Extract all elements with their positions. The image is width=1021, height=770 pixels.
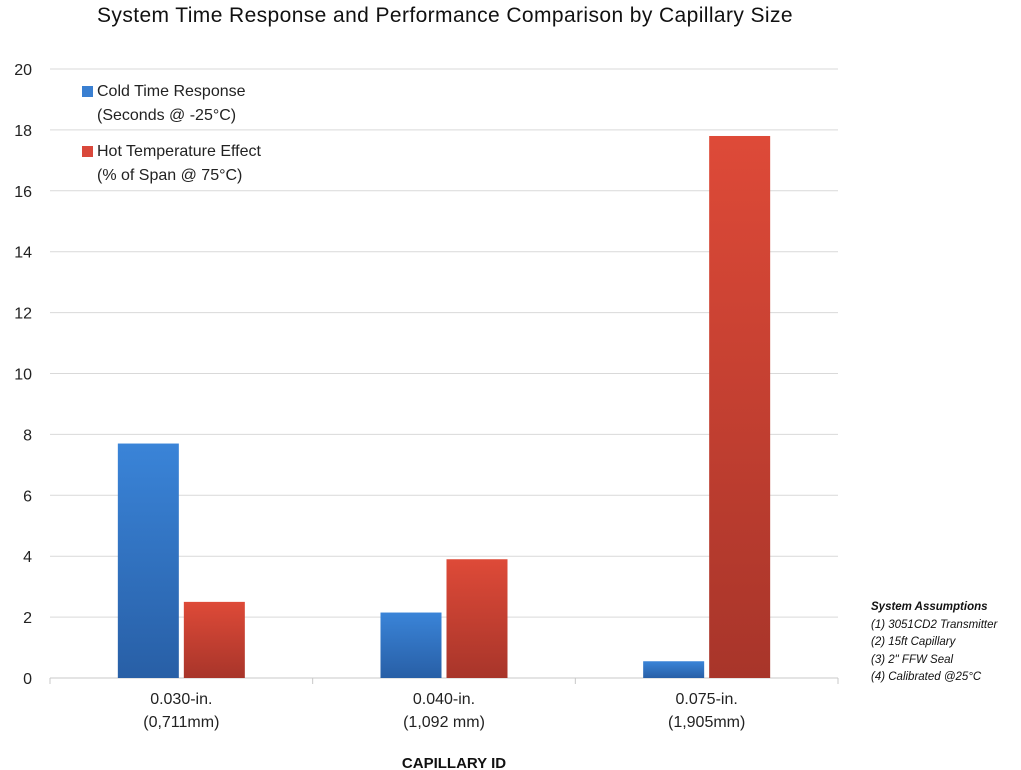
system-assumptions-note: System Assumptions (1) 3051CD2 Transmitt… xyxy=(871,599,997,687)
bar-cold-time-response xyxy=(117,443,179,678)
legend-label: Cold Time Response xyxy=(97,83,246,100)
legend-label: (% of Span @ 75°C) xyxy=(97,167,242,184)
x-tick-label: (1,092 mm) xyxy=(403,714,485,731)
bar-hot-temperature-effect xyxy=(709,135,771,679)
assumptions-title: System Assumptions xyxy=(871,601,988,613)
legend-swatch xyxy=(82,86,93,97)
y-tick-label: 8 xyxy=(23,427,32,444)
legend-swatch xyxy=(82,146,93,157)
y-tick-label: 4 xyxy=(23,549,32,566)
y-tick-label: 2 xyxy=(23,610,32,627)
bar-cold-time-response xyxy=(643,661,705,678)
x-tick-label: 0.030-in. xyxy=(150,691,212,708)
y-tick-label: 6 xyxy=(23,488,32,505)
legend-label: Hot Temperature Effect xyxy=(97,143,261,160)
y-tick-label: 14 xyxy=(14,245,32,262)
assumption-item: (1) 3051CD2 Transmitter xyxy=(871,618,998,631)
x-tick-label: 0.075-in. xyxy=(676,691,738,708)
y-tick-label: 20 xyxy=(14,62,32,79)
y-tick-label: 0 xyxy=(23,671,32,688)
assumption-item: (3) 2" FFW Seal xyxy=(871,653,954,666)
x-tick-label: (1,905mm) xyxy=(668,714,745,731)
chart-title: System Time Response and Performance Com… xyxy=(97,4,793,27)
y-tick-label: 10 xyxy=(14,367,32,384)
bar-hot-temperature-effect xyxy=(183,601,245,678)
x-tick-label: 0.040-in. xyxy=(413,691,475,708)
y-tick-label: 18 xyxy=(14,123,32,140)
bar-cold-time-response xyxy=(380,612,442,678)
y-tick-label: 16 xyxy=(14,184,32,201)
legend-label: (Seconds @ -25°C) xyxy=(97,107,236,124)
y-tick-label: 12 xyxy=(14,306,32,323)
bar-hot-temperature-effect xyxy=(446,559,508,678)
x-tick-label: (0,711mm) xyxy=(143,714,219,731)
x-axis-title: CAPILLARY ID xyxy=(402,755,506,770)
assumption-item: (2) 15ft Capillary xyxy=(871,636,956,648)
assumption-item: (4) Calibrated @25°C xyxy=(871,671,982,683)
